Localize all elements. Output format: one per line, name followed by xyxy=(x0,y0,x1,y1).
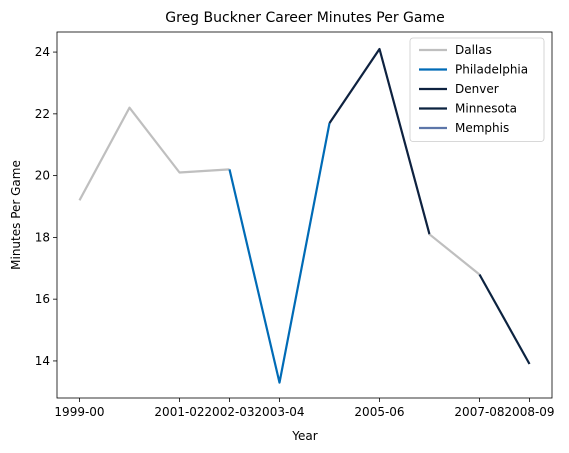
legend-label-denver: Denver xyxy=(455,82,499,96)
y-tick-label: 18 xyxy=(35,230,50,244)
legend: Dallas Philadelphia Denver Minnesota Memphis xyxy=(409,37,545,142)
x-tick-label: 2008-09 xyxy=(504,405,554,419)
x-tick-label: 2005-06 xyxy=(354,405,404,419)
y-tick-label: 22 xyxy=(35,107,50,121)
x-tick-label: 2003-04 xyxy=(254,405,304,419)
x-tick-label: 2001-02 xyxy=(154,405,204,419)
series-line-denver-2 xyxy=(328,47,431,235)
legend-label-memphis: Memphis xyxy=(455,121,509,135)
legend-label-dallas: Dallas xyxy=(455,43,492,57)
y-tick-label: 24 xyxy=(35,45,50,59)
series-line-dallas-0 xyxy=(78,106,230,201)
series-line-minnesota-4 xyxy=(478,273,531,365)
legend-label-philadelphia: Philadelphia xyxy=(455,63,528,77)
x-tick-label: 2007-08 xyxy=(454,405,504,419)
legend-box xyxy=(409,37,545,142)
series-line-dallas-3 xyxy=(428,233,481,276)
series-line-philadelphia-1 xyxy=(228,122,331,384)
axes-frame xyxy=(56,31,553,399)
chart-title: Greg Buckner Career Minutes Per Game xyxy=(165,10,444,26)
y-tick-label: 20 xyxy=(35,169,50,183)
y-axis: 14 16 18 20 22 24 xyxy=(35,45,57,368)
x-tick-label: 2002-03 xyxy=(204,405,254,419)
plot-lines xyxy=(78,47,531,384)
y-axis-title: Minutes Per Game xyxy=(9,160,23,270)
legend-label-minnesota: Minnesota xyxy=(455,102,517,116)
y-tick-label: 16 xyxy=(35,292,50,306)
x-axis-title: Year xyxy=(291,429,317,443)
y-tick-label: 14 xyxy=(35,354,50,368)
x-tick-label: 1999-00 xyxy=(54,405,104,419)
x-axis: 1999-00 2001-02 2002-03 2003-04 2005-06 2007-… xyxy=(54,398,555,419)
